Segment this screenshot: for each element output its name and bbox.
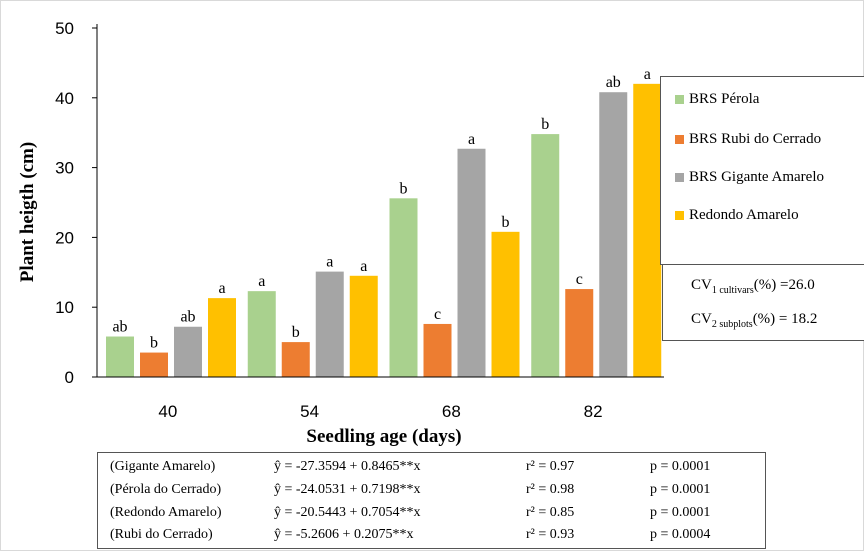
bar-redondo xyxy=(633,83,662,377)
bar-gigante xyxy=(457,148,486,377)
regression-row: (Pérola do Cerrado) ŷ = -24.0531 + 0.719… xyxy=(98,482,765,500)
legend-swatch xyxy=(675,135,684,144)
legend-item-redondo: Redondo Amarelo xyxy=(675,207,799,224)
bar-perola xyxy=(531,134,560,377)
legend-item-gigante: BRS Gigante Amarelo xyxy=(675,169,824,186)
cv2-label: CV xyxy=(691,311,712,327)
regression-p: p = 0.0001 xyxy=(650,459,711,474)
regression-cultivar: (Gigante Amarelo) xyxy=(110,459,216,474)
y-tick-label: 20 xyxy=(55,228,74,247)
bar-significance-label: ab xyxy=(606,74,621,91)
cv1-label: CV xyxy=(691,277,712,293)
cv1-text: CV1 cultivars(%) =26.0 xyxy=(691,277,815,296)
legend-label: BRS Pérola xyxy=(689,91,760,107)
legend-label: BRS Gigante Amarelo xyxy=(689,169,824,185)
bar-significance-label: ab xyxy=(112,319,127,336)
bar-rubi xyxy=(565,289,594,377)
regression-equation: ŷ = -20.5443 + 0.7054**x xyxy=(274,505,421,520)
bar-rubi xyxy=(140,352,168,377)
y-tick-label: 10 xyxy=(55,298,74,317)
x-tick-label: 82 xyxy=(584,402,603,421)
regression-cultivar: (Rubi do Cerrado) xyxy=(110,527,213,542)
bar-redondo xyxy=(208,298,236,377)
regression-r2: r² = 0.97 xyxy=(526,459,575,474)
bar-significance-label: a xyxy=(218,280,225,297)
bar-significance-label: b xyxy=(292,324,300,341)
cv1-value: (%) =26.0 xyxy=(753,277,815,293)
regression-p: p = 0.0001 xyxy=(650,482,711,497)
regression-equation: ŷ = -27.3594 + 0.8465**x xyxy=(274,459,421,474)
y-tick-label: 30 xyxy=(55,159,74,178)
regression-p: p = 0.0001 xyxy=(650,505,711,520)
bar-significance-label: c xyxy=(576,271,583,288)
regression-r2: r² = 0.85 xyxy=(526,505,575,520)
y-tick-label: 0 xyxy=(65,368,74,387)
regression-cultivar: (Pérola do Cerrado) xyxy=(110,482,222,497)
bar-significance-label: a xyxy=(360,258,367,275)
regression-p: p = 0.0004 xyxy=(650,527,711,542)
bar-significance-label: b xyxy=(502,214,510,231)
bar-rubi xyxy=(281,342,310,377)
legend-label: Redondo Amarelo xyxy=(689,207,799,223)
bar-gigante xyxy=(315,271,344,377)
bar-significance-label: ab xyxy=(180,309,195,326)
regression-r2: r² = 0.98 xyxy=(526,482,575,497)
y-axis: 0 10 20 30 40 50 xyxy=(55,19,98,387)
regression-cultivar: (Redondo Amarelo) xyxy=(110,505,222,520)
cv1-sub-text: cultivars xyxy=(716,285,754,296)
x-axis: 40 54 68 82 xyxy=(97,376,664,421)
regression-row: (Gigante Amarelo) ŷ = -27.3594 + 0.8465*… xyxy=(98,459,765,477)
regression-equation: ŷ = -24.0531 + 0.7198**x xyxy=(274,482,421,497)
x-axis-label: Seedling age (days) xyxy=(306,426,461,447)
bar-significance-label: a xyxy=(468,131,475,148)
bar-significance-label: b xyxy=(400,180,408,197)
bar-redondo xyxy=(349,275,378,377)
bar-gigante xyxy=(174,326,202,377)
legend-item-perola: BRS Pérola xyxy=(675,91,759,108)
regression-row: (Redondo Amarelo) ŷ = -20.5443 + 0.7054*… xyxy=(98,505,765,523)
cv1-sub-number: 1 xyxy=(711,285,717,296)
bar-significance-label: b xyxy=(541,116,549,133)
cv2-value: (%) = 18.2 xyxy=(752,311,818,327)
y-tick-label: 50 xyxy=(55,19,74,38)
legend-swatch xyxy=(675,173,684,182)
bar-significance-label: c xyxy=(434,306,441,323)
bar-significance-label: a xyxy=(258,273,265,290)
regression-equation: ŷ = -5.2606 + 0.2075**x xyxy=(274,527,414,542)
bar-perola xyxy=(247,291,276,377)
legend-swatch xyxy=(675,211,684,220)
regression-r2: r² = 0.93 xyxy=(526,527,575,542)
bar-perola xyxy=(389,198,418,377)
cv2-text: CV2 subplots(%) = 18.2 xyxy=(691,311,817,330)
bar-rubi xyxy=(423,323,452,377)
bar-significance-label: b xyxy=(150,335,158,352)
bar-perola xyxy=(106,336,134,377)
bar-gigante xyxy=(599,92,628,377)
legend-label: BRS Rubi do Cerrado xyxy=(689,131,822,147)
legend-item-rubi: BRS Rubi do Cerrado xyxy=(675,131,821,148)
bar-redondo xyxy=(491,231,520,377)
legend: BRS Pérola BRS Rubi do Cerrado BRS Gigan… xyxy=(660,76,864,265)
y-tick-label: 40 xyxy=(55,89,74,108)
cv-box: CV1 cultivars(%) =26.0 CV2 subplots(%) =… xyxy=(662,264,864,341)
regression-row: (Rubi do Cerrado) ŷ = -5.2606 + 0.2075**… xyxy=(98,527,765,545)
x-tick-label: 68 xyxy=(442,402,461,421)
x-tick-label: 40 xyxy=(158,402,177,421)
cv2-sub-text: subplots xyxy=(716,319,753,330)
bar-significance-label: a xyxy=(326,254,333,271)
y-axis-label: Plant heigth (cm) xyxy=(17,142,38,282)
bar-significance-label: a xyxy=(644,66,651,83)
cv2-sub-number: 2 xyxy=(711,319,717,330)
x-tick-label: 54 xyxy=(300,402,319,421)
legend-swatch xyxy=(675,95,684,104)
regression-table: (Gigante Amarelo) ŷ = -27.3594 + 0.8465*… xyxy=(97,452,766,549)
